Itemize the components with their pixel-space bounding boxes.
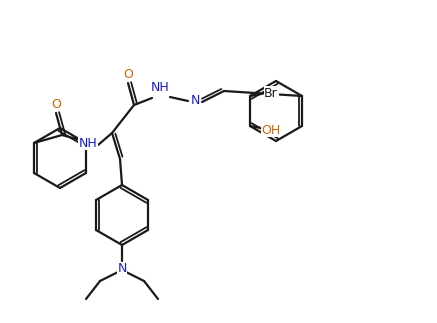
Text: OH: OH (261, 123, 281, 137)
Text: NH: NH (79, 137, 97, 150)
Text: Br: Br (264, 87, 278, 99)
Text: O: O (123, 68, 133, 80)
Text: O: O (51, 98, 61, 110)
Text: N: N (117, 263, 127, 276)
Text: N: N (191, 93, 200, 107)
Text: NH: NH (151, 80, 170, 93)
